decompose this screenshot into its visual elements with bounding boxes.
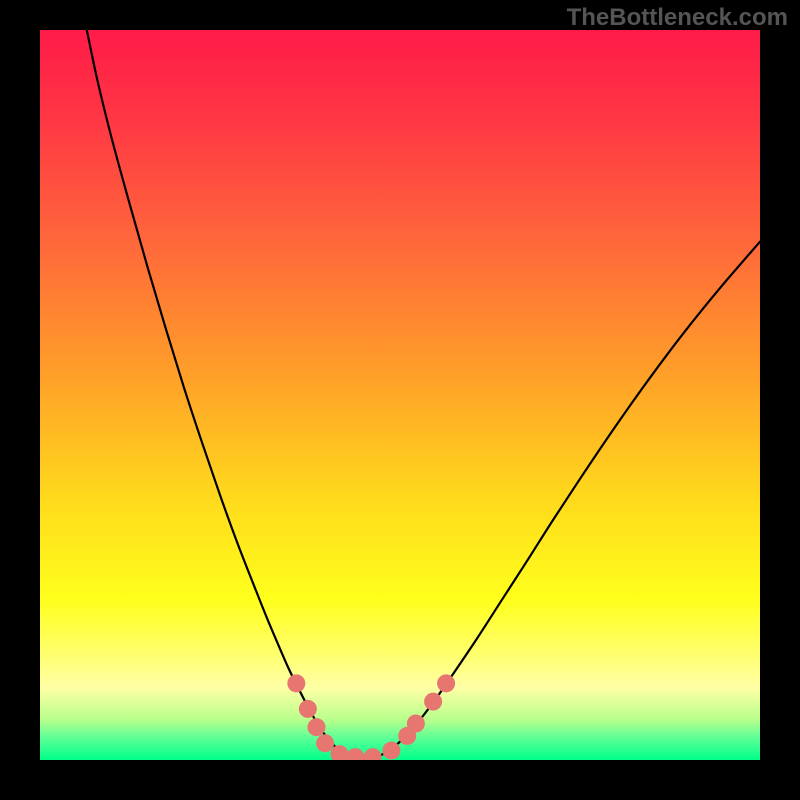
marker-point (437, 674, 455, 692)
marker-point (307, 718, 325, 736)
marker-point (287, 674, 305, 692)
chart-stage: TheBottleneck.com (0, 0, 800, 800)
marker-point (407, 715, 425, 733)
marker-point (316, 734, 334, 752)
marker-point (424, 693, 442, 711)
marker-point (299, 700, 317, 718)
v-curve-chart (0, 0, 800, 800)
gradient-background (40, 30, 760, 760)
marker-point (382, 742, 400, 760)
